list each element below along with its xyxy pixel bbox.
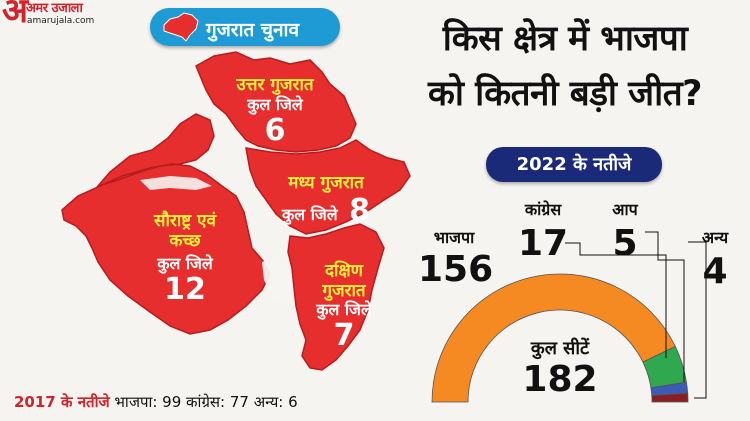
headline: किस क्षेत्र में भाजपा को कितनी बड़ी जीत? [384, 12, 746, 122]
footer-text: भाजपा: 99 कांग्रेस: 77 अन्य: 6 [114, 393, 298, 411]
party-bjp-seats: 156 [418, 249, 494, 290]
brand-name: अमर उजाला [26, 1, 83, 16]
region-saurashtra-label: सौराष्ट्र एवं कच्छ कुल जिले 12 [130, 211, 240, 308]
brand-logo: अ अमर उजाला amarujala.com [2, 0, 120, 32]
region-central-row: कुल जिले 8 [270, 194, 382, 227]
party-congress: कांग्रेस 17 [508, 198, 578, 262]
party-others-seats: 4 [702, 251, 728, 292]
region-north-districts-value: 6 [264, 112, 286, 148]
election-pill: गुजरात चुनाव [150, 8, 340, 46]
gujarat-map-icon [163, 12, 199, 42]
election-title: गुजरात चुनाव [206, 19, 300, 41]
region-saurashtra-name-2: कच्छ [169, 230, 201, 251]
total-seats-value: 182 [522, 359, 598, 400]
region-south-name-2: गुजरात [322, 280, 366, 301]
region-central-districts-value: 8 [349, 192, 371, 228]
results-2022-pill: 2022 के नतीजे [486, 147, 662, 182]
region-central-gujarat [245, 139, 411, 235]
region-south-districts-value: 7 [333, 318, 355, 354]
region-north-gujarat [195, 51, 357, 153]
gauge-slice-3 [651, 392, 689, 403]
footer-2017-results: 2017 के नतीजे भाजपा: 99 कांग्रेस: 77 अन्… [14, 392, 298, 412]
footer-lead: 2017 के नतीजे [14, 393, 110, 411]
party-aap: आप 5 [600, 198, 650, 262]
brand-glyph: अ [2, 0, 28, 31]
party-bjp: भाजपा 156 [418, 226, 494, 290]
region-saurashtra-districts-value: 12 [164, 272, 206, 308]
region-central-name: मध्य गुजरात [288, 173, 364, 193]
region-saurashtra-name-1: सौराष्ट्र एवं [154, 211, 216, 231]
party-congress-seats: 17 [517, 223, 569, 264]
party-others-name: अन्य [701, 228, 729, 247]
region-central-label: मध्य गुजरात कुल जिले 8 [270, 173, 382, 227]
party-aap-seats: 5 [612, 223, 638, 264]
region-south-gujarat [287, 223, 385, 371]
headline-line-2: को कितनी बड़ी जीत? [428, 74, 702, 114]
party-others: अन्य 4 [690, 226, 740, 290]
region-south-label: दक्षिण गुजरात कुल जिले 7 [296, 261, 392, 354]
region-south-districts-label: कुल जिले [316, 300, 372, 320]
region-south-name-1: दक्षिण [325, 261, 363, 281]
gujarat-map [61, 51, 411, 371]
region-north-label: उत्तर गुजरात कुल जिले 6 [210, 75, 340, 148]
total-seats-label: कुल सीटें [530, 338, 590, 359]
party-congress-name: कांग्रेस [524, 200, 562, 219]
region-central-districts-label: कुल जिले [281, 204, 338, 224]
region-north-districts-label: कुल जिले [247, 94, 303, 114]
region-saurashtra-districts-label: कुल जिले [157, 254, 213, 274]
headline-line-1: किस क्षेत्र में भाजपा [442, 19, 688, 59]
region-north-name: उत्तर गुजरात [236, 75, 314, 95]
party-aap-name: आप [612, 200, 638, 219]
party-bjp-name: भाजपा [433, 228, 475, 247]
brand-site: amarujala.com [27, 16, 95, 26]
